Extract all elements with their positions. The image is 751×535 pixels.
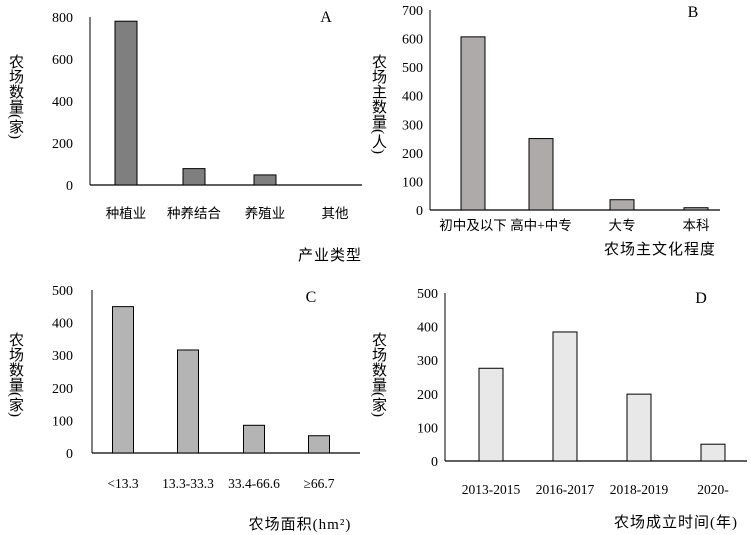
panel-d-ytick-label: 500 [417, 287, 438, 302]
panel-d-bar [700, 443, 726, 462]
panel-a-ytick-label: 800 [52, 11, 73, 26]
panel-a-ytick-label: 400 [52, 95, 73, 110]
panel-d-category-label: 2020- [697, 482, 729, 497]
panel-d-bar [626, 393, 652, 462]
panel-b-ytick-label: 600 [402, 33, 423, 48]
panel-a-category-label: 种植业 [106, 206, 147, 221]
panel-b-letter: B [688, 4, 699, 21]
panel-a-category-label: 其他 [322, 206, 349, 221]
panel-c-bar [177, 349, 199, 454]
panel-c-category-label: 13.3-33.3 [162, 476, 214, 491]
panel-a-x-axis-title: 产业类型 [298, 247, 362, 264]
panel-b-ytick-label: 700 [402, 4, 423, 19]
panel-d-y-axis-title: 农场数量(家) [370, 332, 387, 417]
panel-a-category-label: 养殖业 [245, 205, 286, 221]
panel-a-y-axis-title: 农场数量(家) [7, 54, 24, 139]
panel-c-ytick-label: 300 [52, 349, 73, 364]
panel-b-bar [528, 138, 554, 211]
panel-b-category-label: 初中及以下 [439, 217, 507, 233]
panel-b-category-label: 本科 [683, 218, 711, 233]
panel-b-category-label: 大专 [609, 218, 636, 233]
panel-d-ytick-label: 200 [417, 388, 438, 403]
panel-c-category-label: <13.3 [107, 476, 138, 491]
panel-c-ytick-label: 400 [52, 317, 73, 332]
panel-c-bar [112, 306, 134, 454]
panel-c-ytick-label: 0 [66, 447, 73, 462]
panel-c-ytick-label: 100 [52, 414, 73, 429]
panel-d-category-label: 2016-2017 [536, 482, 595, 497]
panel-b-ytick-label: 400 [402, 90, 423, 105]
panel-b-bar [460, 36, 486, 211]
panel-b-bar [683, 207, 709, 211]
panel-d-ytick-label: 300 [417, 354, 438, 369]
panel-c-category-label: ≥66.7 [303, 476, 334, 491]
panel-a-category-label: 种养结合 [167, 206, 221, 221]
panel-d-ytick-label: 400 [417, 321, 438, 336]
panel-a-ytick-label: 200 [52, 137, 73, 152]
panel-d-letter: D [695, 290, 707, 307]
panel-c-letter: C [306, 289, 317, 306]
panel-c-category-label: 33.4-66.6 [228, 476, 280, 491]
panel-a-bar [253, 174, 277, 186]
panel-b-ytick-label: 100 [402, 175, 423, 190]
panel-d-ytick-label: 0 [431, 455, 438, 470]
panel-a-letter: A [320, 9, 332, 26]
panel-d-ytick-label: 100 [417, 421, 438, 436]
panel-c-ytick-label: 200 [52, 382, 73, 397]
panel-b-x-axis-title: 农场主文化程度 [604, 241, 716, 258]
panel-c-x-axis-title: 农场面积(hm²) [249, 516, 352, 533]
panel-b-ytick-label: 0 [416, 204, 423, 219]
panel-d-category-label: 2018-2019 [610, 482, 669, 497]
panel-a-bar [182, 168, 206, 186]
panel-c-y-axis-title: 农场数量(家) [7, 332, 24, 417]
panel-c-ytick-label: 500 [52, 284, 73, 299]
panel-d-bar [552, 331, 578, 462]
panel-d-category-label: 2013-2015 [462, 482, 521, 497]
panel-b-ytick-label: 200 [402, 147, 423, 162]
panel-a-bar [114, 20, 138, 186]
panel-d-x-axis-title: 农场成立时间(年) [614, 514, 738, 531]
panel-b-ytick-label: 300 [402, 118, 423, 133]
panel-c-bar [243, 424, 265, 454]
panel-b-y-axis-title: 农场主数量(人) [370, 54, 387, 154]
panel-b-bar [609, 199, 635, 211]
panel-d-bar [478, 367, 504, 462]
panel-a-ytick-label: 0 [66, 179, 73, 194]
panel-b-ytick-label: 500 [402, 61, 423, 76]
panel-b-category-label: 高中+中专 [510, 217, 572, 233]
panel-a-ytick-label: 600 [52, 53, 73, 68]
panel-c-bar [308, 435, 330, 454]
